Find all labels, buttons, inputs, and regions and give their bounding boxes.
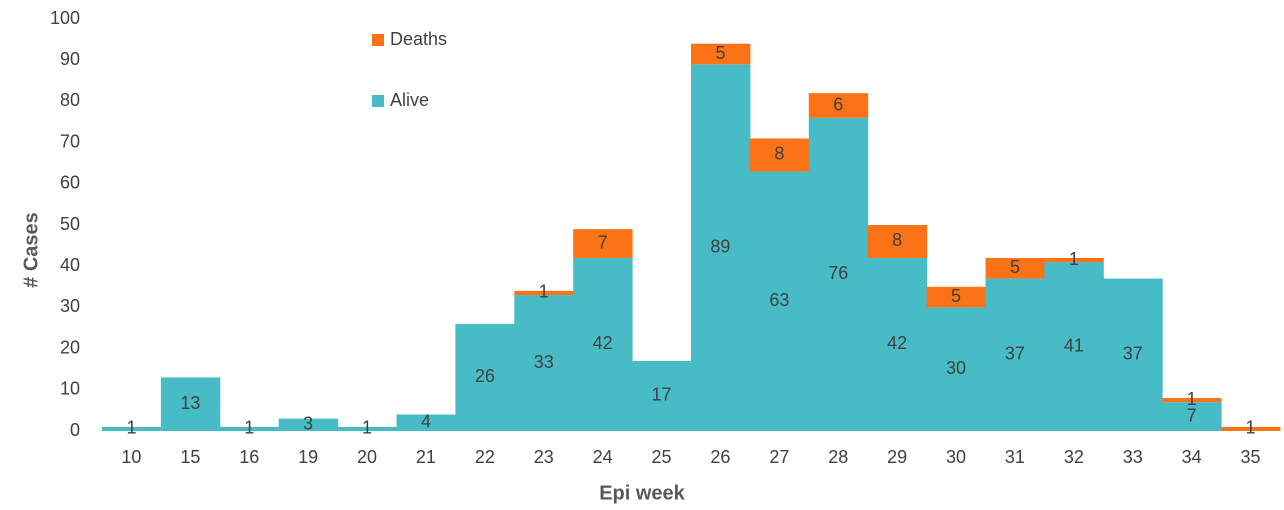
data-label: 17 [652, 385, 672, 405]
bar-segment [337, 426, 397, 431]
data-label: 1 [1246, 418, 1256, 438]
y-tick-label: 20 [60, 337, 80, 357]
data-label: 76 [828, 263, 848, 283]
legend-label: Alive [390, 90, 429, 110]
data-label: 1 [362, 418, 372, 438]
data-label: 6 [833, 94, 843, 114]
x-tick-label: 10 [121, 447, 141, 467]
bar-segment [749, 171, 810, 431]
bar-segment [160, 377, 221, 431]
data-label: 5 [951, 286, 961, 306]
x-tick-label: 35 [1241, 447, 1261, 467]
x-tick-label: 27 [769, 447, 789, 467]
data-label: 30 [946, 358, 966, 378]
bar-segment [514, 295, 574, 431]
bar-segment [985, 257, 1045, 279]
x-tick-label: 33 [1123, 447, 1143, 467]
bar-segment [1221, 426, 1281, 431]
bar-segment [1162, 398, 1222, 403]
bar-segment [926, 307, 986, 431]
data-label: 89 [710, 236, 730, 256]
bar-segment [926, 286, 986, 308]
data-label: 42 [593, 333, 613, 353]
y-tick-label: 100 [50, 8, 80, 28]
data-label: 5 [715, 43, 725, 63]
data-label: 4 [421, 412, 431, 432]
x-tick-label: 25 [652, 447, 672, 467]
bar-segment [691, 64, 751, 431]
data-label: 63 [769, 290, 789, 310]
x-tick-label: 28 [828, 447, 848, 467]
data-label: 37 [1123, 344, 1143, 364]
data-label: 8 [892, 230, 902, 250]
data-label: 33 [534, 352, 554, 372]
y-axis-title: # Cases [20, 212, 42, 288]
bar-segment [396, 414, 456, 431]
data-label: 1 [1069, 249, 1079, 269]
x-axis-title: Epi week [599, 482, 685, 504]
x-tick-label: 16 [239, 447, 259, 467]
bar-segment [632, 360, 692, 431]
data-label: 7 [1187, 405, 1197, 425]
bar-segment [691, 43, 751, 65]
data-label: 1 [539, 282, 549, 302]
data-label: 5 [1010, 257, 1020, 277]
y-tick-label: 70 [60, 131, 80, 151]
bar-segment [514, 290, 574, 296]
data-label: 42 [887, 333, 907, 353]
bar-segment [1162, 402, 1222, 431]
x-tick-label: 32 [1064, 447, 1084, 467]
bar-segment [278, 418, 339, 431]
x-tick-label: 19 [298, 447, 318, 467]
legend-swatch [372, 95, 384, 107]
y-tick-label: 30 [60, 296, 80, 316]
bar-segment [1044, 262, 1104, 431]
x-tick-label: 24 [593, 447, 613, 467]
data-label: 13 [180, 393, 200, 413]
bar-segment [455, 323, 515, 431]
legend-label: Deaths [390, 29, 447, 49]
bar-segment [749, 138, 810, 172]
y-tick-label: 50 [60, 214, 80, 234]
data-label: 37 [1005, 344, 1025, 364]
data-label: 8 [774, 144, 784, 164]
bar-segment [808, 117, 869, 431]
bar-segment [102, 426, 162, 431]
bar-segment [219, 426, 280, 431]
y-tick-label: 40 [60, 255, 80, 275]
bar-segment [867, 257, 928, 431]
bar-segment [573, 229, 633, 258]
x-tick-label: 29 [887, 447, 907, 467]
x-tick-label: 21 [416, 447, 436, 467]
x-tick-label: 31 [1005, 447, 1025, 467]
x-tick-label: 34 [1182, 447, 1202, 467]
y-tick-label: 0 [70, 420, 80, 440]
bar-segment [867, 225, 928, 258]
x-tick-label: 20 [357, 447, 377, 467]
x-tick-label: 23 [534, 447, 554, 467]
bar-segment [1103, 278, 1163, 431]
bar-segment [808, 93, 869, 118]
x-tick-label: 22 [475, 447, 495, 467]
data-label: 7 [598, 232, 608, 252]
data-label: 1 [244, 418, 254, 438]
y-tick-label: 90 [60, 49, 80, 69]
bar-segment [985, 278, 1045, 431]
x-tick-label: 30 [946, 447, 966, 467]
bar-segment [1044, 257, 1104, 263]
bar-segment [573, 257, 633, 431]
data-label: 1 [126, 418, 136, 438]
y-tick-label: 60 [60, 173, 80, 193]
y-tick-label: 80 [60, 90, 80, 110]
data-label: 41 [1064, 335, 1084, 355]
x-tick-label: 15 [180, 447, 200, 467]
data-label: 3 [303, 414, 313, 434]
data-label: 1 [1187, 389, 1197, 409]
y-tick-label: 10 [60, 379, 80, 399]
x-tick-label: 26 [710, 447, 730, 467]
data-label: 26 [475, 366, 495, 386]
legend-swatch [372, 34, 384, 46]
